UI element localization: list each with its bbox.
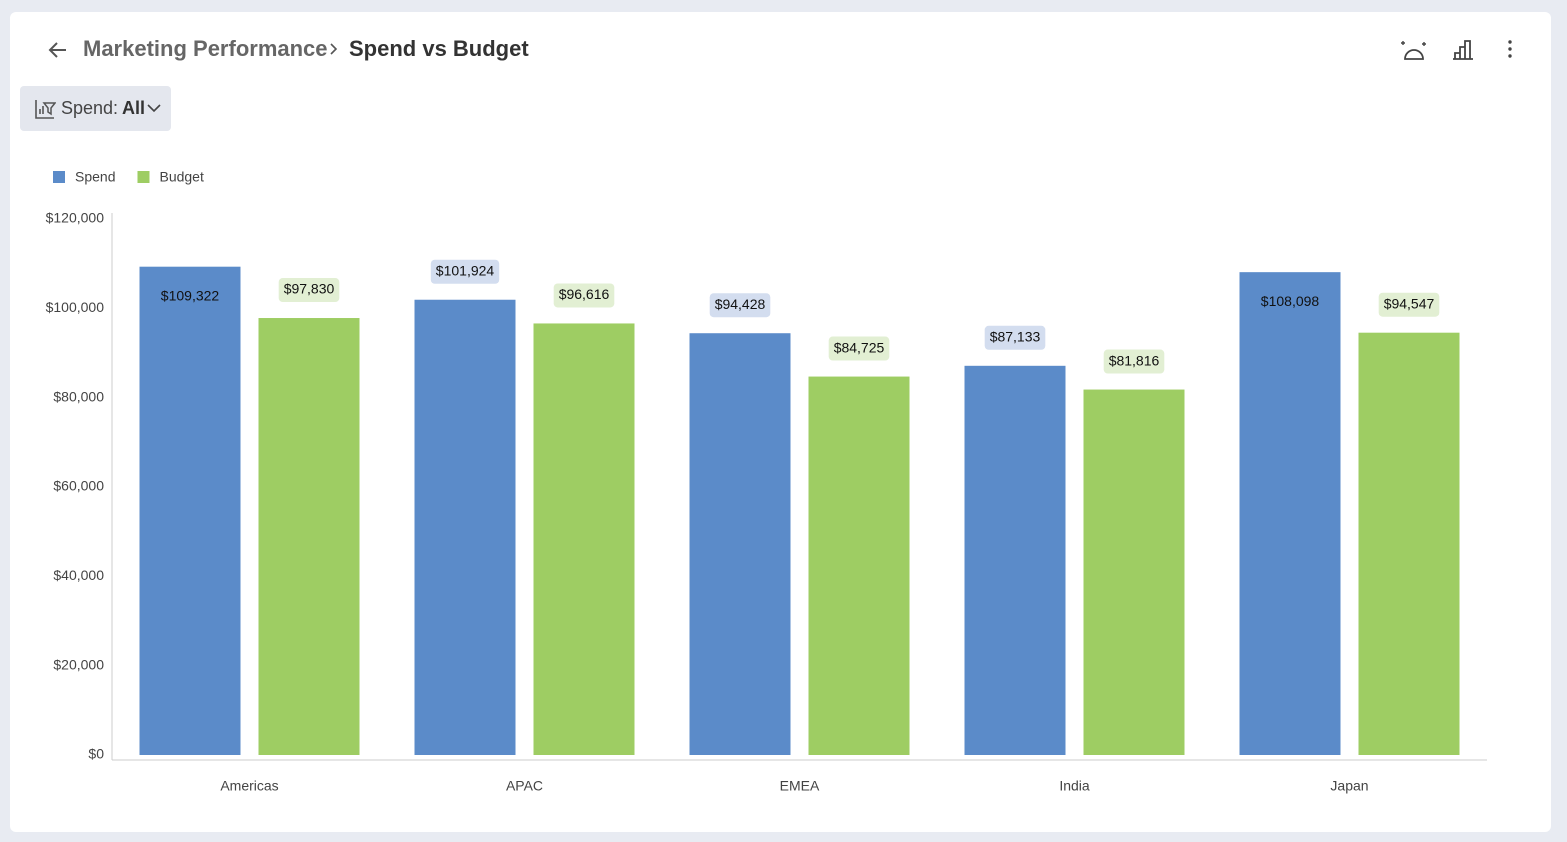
value-label: $84,725 <box>834 339 885 355</box>
value-label: $97,830 <box>284 281 335 297</box>
y-tick-label: $0 <box>88 746 104 762</box>
y-tick-label: $40,000 <box>53 567 104 583</box>
value-label-bg <box>984 325 1046 350</box>
legend-label: Spend <box>75 169 115 185</box>
filter-icon <box>35 100 56 119</box>
value-label-bg <box>828 336 890 361</box>
value-label: $96,616 <box>559 286 610 302</box>
x-tick-label: India <box>1059 778 1090 794</box>
bar <box>964 365 1066 755</box>
value-label: $94,428 <box>715 296 766 312</box>
page-title: Spend vs Budget <box>349 36 529 61</box>
value-label-bg <box>553 283 615 308</box>
bar <box>258 318 360 755</box>
breadcrumb-separator <box>330 43 338 55</box>
chart: $0 $20,000 $40,000 $60,000 $80,000 $100,000 $1… <box>46 169 1487 794</box>
bar <box>1083 389 1185 755</box>
y-tick-label: $80,000 <box>53 388 104 404</box>
bar <box>689 333 791 755</box>
value-label: $108,098 <box>1261 293 1320 309</box>
back-button[interactable] <box>46 38 70 62</box>
y-tick-label: $120,000 <box>46 210 105 226</box>
value-label-bg <box>709 293 771 318</box>
x-tick-label: Japan <box>1330 778 1368 794</box>
legend-swatch <box>53 171 65 183</box>
dropdown-caret <box>147 104 161 113</box>
bar <box>139 266 241 755</box>
x-tick-label: APAC <box>506 778 543 794</box>
chart-type-button[interactable] <box>1450 38 1476 62</box>
value-label: $101,924 <box>436 262 495 278</box>
insights-button[interactable] <box>1400 38 1428 64</box>
bar <box>808 376 910 755</box>
y-tick-label: $60,000 <box>53 478 104 494</box>
value-label-bg <box>1103 349 1165 374</box>
value-label-bg <box>430 259 500 284</box>
legend-swatch <box>137 171 150 183</box>
bar <box>414 299 516 755</box>
value-label: $87,133 <box>990 329 1041 345</box>
bar <box>1358 332 1460 755</box>
more-button[interactable] <box>1504 38 1516 62</box>
filter-value: All <box>122 98 146 118</box>
value-label-bg <box>278 278 340 303</box>
y-tick-label: $20,000 <box>53 656 104 672</box>
breadcrumb[interactable]: Marketing Performance <box>83 36 328 61</box>
y-tick-label: $100,000 <box>46 299 105 315</box>
value-label: $81,816 <box>1109 352 1160 368</box>
value-label-bg <box>1378 292 1440 317</box>
x-tick-label: Americas <box>220 778 278 794</box>
bar <box>1239 272 1341 755</box>
filter-button[interactable]: Spend: All <box>20 86 171 131</box>
x-tick-label: EMEA <box>780 778 820 794</box>
value-label: $109,322 <box>161 287 220 303</box>
legend-label: Budget <box>159 169 203 185</box>
value-label: $94,547 <box>1384 295 1435 311</box>
filter-label: Spend: <box>61 98 119 118</box>
card: Marketing Performance Spend vs Budget Sp… <box>10 12 1551 832</box>
bar <box>533 323 635 755</box>
